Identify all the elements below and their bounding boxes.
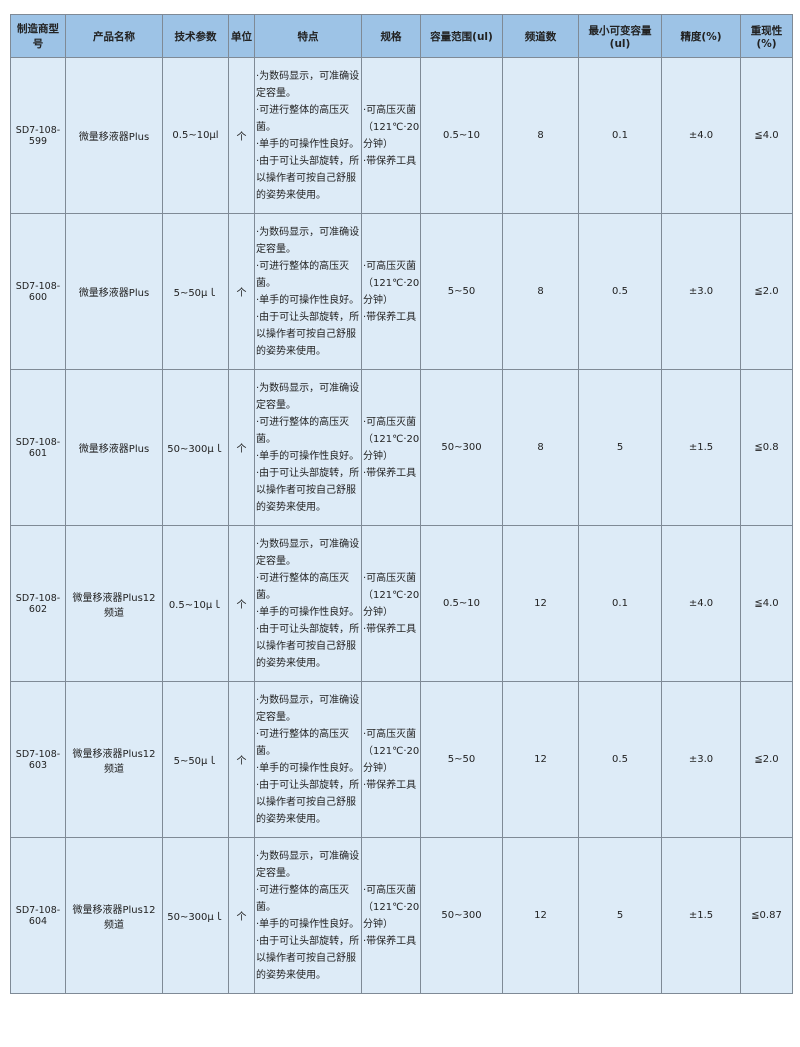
unit-cell: 个 [228,213,255,370]
product-name-cell: 微量移液器Plus12频道 [65,837,163,994]
table-row: SD7-108-602 微量移液器Plus12频道 0.5~10μｌ 个 ·为数码显示，… [10,525,793,682]
repeatability-cell: ≦2.0 [740,681,793,838]
range-cell: 5~50 [420,213,503,370]
header-range: 容量范围(ul) [420,14,503,58]
spec-cell: ·可高压灭菌（121℃·20分钟） ·带保养工具 [361,213,421,370]
product-name-cell: 微量移液器Plus12频道 [65,681,163,838]
min-volume-cell: 5 [578,837,662,994]
unit-cell: 个 [228,837,255,994]
spec-cell: ·可高压灭菌（121℃·20分钟） ·带保养工具 [361,369,421,526]
accuracy-cell: ±1.5 [661,837,741,994]
product-spec-table: 制造商型号 产品名称 技术参数 单位 特点 规格 容量范围(ul) 频道数 最小可变容量(ul)… [10,14,793,994]
min-volume-cell: 0.5 [578,213,662,370]
table-row: SD7-108-604 微量移液器Plus12频道 50~300μｌ 个 ·为数码显示，… [10,837,793,994]
tech-param-cell: 0.5~10μl [162,57,229,214]
features-cell: ·为数码显示，可准确设定容量。 ·可进行整体的高压灭菌。 ·单手的可操作性良好。… [254,837,362,994]
repeatability-cell: ≦0.87 [740,837,793,994]
min-volume-cell: 0.1 [578,525,662,682]
repeatability-cell: ≦4.0 [740,525,793,682]
table-row: SD7-108-600 微量移液器Plus 5~50μｌ 个 ·为数码显示，可准确设定容… [10,213,793,370]
spec-cell: ·可高压灭菌（121℃·20分钟） ·带保养工具 [361,525,421,682]
accuracy-cell: ±1.5 [661,369,741,526]
header-model: 制造商型号 [10,14,66,58]
header-repeatability: 重现性(%) [740,14,793,58]
table-row: SD7-108-599 微量移液器Plus 0.5~10μl 个 ·为数码显示，可准确设… [10,57,793,214]
header-accuracy: 精度(%) [661,14,741,58]
accuracy-cell: ±3.0 [661,213,741,370]
model-cell: SD7-108-603 [10,681,66,838]
features-cell: ·为数码显示，可准确设定容量。 ·可进行整体的高压灭菌。 ·单手的可操作性良好。… [254,681,362,838]
unit-cell: 个 [228,369,255,526]
header-name: 产品名称 [65,14,163,58]
features-cell: ·为数码显示，可准确设定容量。 ·可进行整体的高压灭菌。 ·单手的可操作性良好。… [254,57,362,214]
accuracy-cell: ±3.0 [661,681,741,838]
spec-cell: ·可高压灭菌（121℃·20分钟） ·带保养工具 [361,681,421,838]
header-param: 技术参数 [162,14,229,58]
table-row: SD7-108-603 微量移液器Plus12频道 5~50μｌ 个 ·为数码显示，可准… [10,681,793,838]
range-cell: 0.5~10 [420,57,503,214]
spec-cell: ·可高压灭菌（121℃·20分钟） ·带保养工具 [361,837,421,994]
accuracy-cell: ±4.0 [661,525,741,682]
channels-cell: 12 [502,837,579,994]
header-unit: 单位 [228,14,255,58]
model-cell: SD7-108-602 [10,525,66,682]
features-cell: ·为数码显示，可准确设定容量。 ·可进行整体的高压灭菌。 ·单手的可操作性良好。… [254,369,362,526]
accuracy-cell: ±4.0 [661,57,741,214]
model-cell: SD7-108-604 [10,837,66,994]
features-cell: ·为数码显示，可准确设定容量。 ·可进行整体的高压灭菌。 ·单手的可操作性良好。… [254,525,362,682]
range-cell: 50~300 [420,369,503,526]
range-cell: 0.5~10 [420,525,503,682]
channels-cell: 8 [502,369,579,526]
tech-param-cell: 50~300μｌ [162,369,229,526]
spec-cell: ·可高压灭菌（121℃·20分钟） ·带保养工具 [361,57,421,214]
features-cell: ·为数码显示，可准确设定容量。 ·可进行整体的高压灭菌。 ·单手的可操作性良好。… [254,213,362,370]
range-cell: 5~50 [420,681,503,838]
header-spec: 规格 [361,14,421,58]
product-name-cell: 微量移液器Plus [65,57,163,214]
tech-param-cell: 0.5~10μｌ [162,525,229,682]
min-volume-cell: 0.5 [578,681,662,838]
model-cell: SD7-108-600 [10,213,66,370]
repeatability-cell: ≦2.0 [740,213,793,370]
model-cell: SD7-108-599 [10,57,66,214]
unit-cell: 个 [228,57,255,214]
tech-param-cell: 5~50μｌ [162,681,229,838]
table-row: SD7-108-601 微量移液器Plus 50~300μｌ 个 ·为数码显示，可准确设… [10,369,793,526]
repeatability-cell: ≦4.0 [740,57,793,214]
header-row: 制造商型号 产品名称 技术参数 单位 特点 规格 容量范围(ul) 频道数 最小可变容量(ul)… [10,14,793,58]
header-channels: 频道数 [502,14,579,58]
channels-cell: 8 [502,57,579,214]
tech-param-cell: 50~300μｌ [162,837,229,994]
tech-param-cell: 5~50μｌ [162,213,229,370]
product-name-cell: 微量移液器Plus [65,213,163,370]
product-name-cell: 微量移液器Plus12频道 [65,525,163,682]
channels-cell: 8 [502,213,579,370]
channels-cell: 12 [502,681,579,838]
model-cell: SD7-108-601 [10,369,66,526]
channels-cell: 12 [502,525,579,682]
range-cell: 50~300 [420,837,503,994]
min-volume-cell: 5 [578,369,662,526]
product-name-cell: 微量移液器Plus [65,369,163,526]
header-min-volume: 最小可变容量(ul) [578,14,662,58]
unit-cell: 个 [228,525,255,682]
min-volume-cell: 0.1 [578,57,662,214]
header-features: 特点 [254,14,362,58]
unit-cell: 个 [228,681,255,838]
repeatability-cell: ≦0.8 [740,369,793,526]
